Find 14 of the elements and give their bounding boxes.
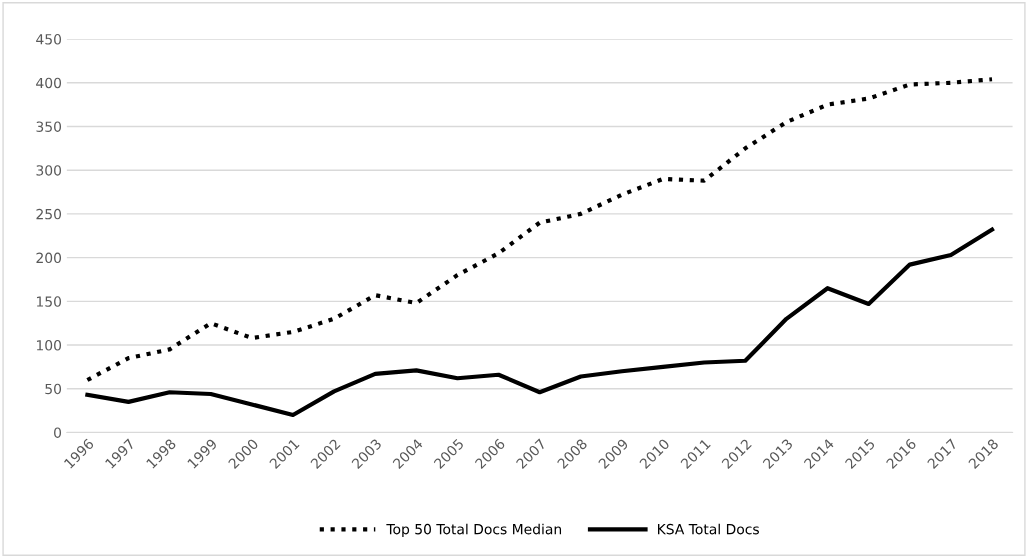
y-tick-label: 150 [36,296,62,307]
y-tick-label: 50 [45,383,62,395]
y-tick-label: 400 [36,77,62,89]
line-series [85,227,995,418]
y-tick-label: 300 [36,165,62,176]
y-tick-label: 450 [36,34,62,45]
y-tick-label: 0 [54,427,62,438]
y-tick-label: 200 [36,252,62,264]
legend-label: Top 50 Total Docs Median [386,523,562,538]
y-tick-label: 350 [36,121,62,132]
y-tick-label: 100 [36,340,62,351]
y-tick-label: 250 [36,208,62,220]
line-series [85,77,995,383]
legend-label: KSA Total Docs [658,523,759,535]
